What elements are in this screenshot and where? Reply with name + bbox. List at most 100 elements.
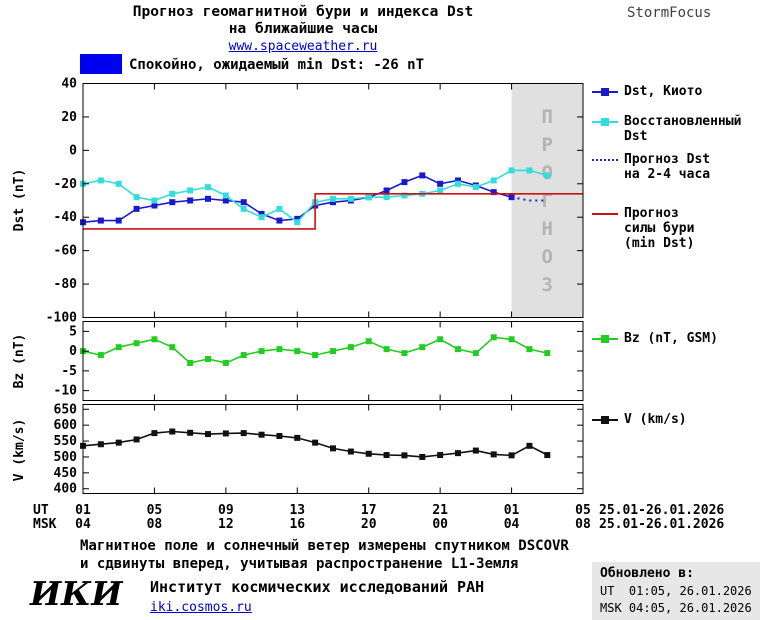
data-point-marker [508, 452, 515, 459]
data-point-marker [365, 450, 372, 457]
data-point-marker [276, 217, 283, 224]
y-tick-label: 650 [54, 402, 78, 417]
legend-entry: V (km/s) [592, 412, 687, 427]
data-point-marker [490, 334, 497, 341]
data-point-marker [419, 344, 426, 351]
legend-label: Прогноз силы бури (min Dst) [624, 206, 695, 251]
page-title-line2: на ближайшие часы [228, 21, 378, 37]
data-point-marker [383, 187, 390, 194]
legend-line-swatch [592, 332, 618, 346]
data-point-marker [383, 452, 390, 459]
data-point-marker [508, 167, 515, 174]
data-point-marker [526, 167, 533, 174]
data-point-marker [508, 336, 515, 343]
data-point-marker [276, 205, 283, 212]
legend-dotted-line-swatch [592, 153, 618, 167]
data-point-marker [401, 179, 408, 186]
data-point-marker [222, 430, 229, 437]
data-point-marker [133, 340, 140, 347]
legend-line-swatch [592, 207, 618, 221]
data-point-marker [365, 338, 372, 345]
data-point-marker [383, 194, 390, 201]
y-tick-label: 550 [54, 434, 78, 449]
data-point-marker [526, 442, 533, 449]
x-tick-msk: 00 [432, 517, 448, 532]
dst-axis-title: Dst (nT) [12, 168, 27, 232]
data-point-marker [169, 199, 176, 206]
legend-entry: Прогноз Dst на 2-4 часа [592, 152, 710, 182]
legend-label: Dst, Киото [624, 84, 703, 99]
forecast-label-letter: Н [542, 218, 553, 240]
data-point-marker [419, 172, 426, 179]
data-point-marker [151, 430, 158, 437]
brand-label: StormFocus [627, 5, 712, 21]
updated-label: Обновлено в: [600, 566, 694, 581]
x-tick-msk: 04 [75, 517, 91, 532]
legend-marker-square [601, 118, 609, 126]
data-point-marker [330, 195, 336, 202]
data-point-marker [115, 344, 122, 351]
data-point-marker [205, 356, 211, 363]
legend-label: Bz (nT, GSM) [624, 331, 718, 346]
data-point-marker [205, 184, 211, 191]
x-tick-msk: 04 [503, 517, 520, 532]
series-line [511, 196, 548, 202]
updated-panel: Обновлено в: UT 01:05, 26.01.2026 MSK 04… [592, 562, 760, 620]
data-point-marker [419, 453, 426, 460]
data-point-marker [258, 214, 265, 221]
iki-site-link[interactable]: iki.cosmos.ru [150, 600, 252, 615]
data-point-marker [133, 436, 140, 443]
data-point-marker [365, 194, 372, 201]
x-tick-msk: 08 [146, 517, 163, 532]
data-point-marker [330, 445, 336, 452]
updated-ut: UT 01:05, 26.01.2026 [600, 584, 752, 598]
data-point-marker [97, 217, 104, 224]
time-axis: UT 01 05 09 13 17 21 01 05 25.01-26.01.2026 MSK 04 0… [0, 503, 760, 535]
data-point-marker [437, 180, 444, 187]
data-point-marker [258, 210, 265, 217]
forecast-label-letter: Р [542, 134, 553, 156]
storm-status-text: Спокойно, ожидаемый min Dst: -26 nT [129, 57, 425, 73]
data-point-marker [330, 348, 336, 355]
legend-line-swatch [592, 413, 618, 427]
data-point-marker [276, 432, 283, 439]
data-point-marker [97, 352, 104, 359]
forecast-label-letter: О [542, 246, 553, 268]
data-source-note-line1: Магнитное поле и солнечный ветер измерен… [80, 538, 569, 554]
data-point-marker [169, 428, 176, 435]
data-point-marker [97, 177, 104, 184]
forecast-label-letter: Г [542, 190, 553, 212]
y-tick-label: -10 [54, 384, 78, 399]
data-point-marker [544, 172, 551, 179]
data-point-marker [240, 205, 247, 212]
data-point-marker [187, 359, 194, 366]
legend-entry: Восстановленный Dst [592, 114, 741, 144]
data-point-marker [115, 180, 122, 187]
data-point-marker [276, 346, 283, 353]
data-point-marker [490, 177, 497, 184]
data-point-marker [401, 452, 408, 459]
data-point-marker [347, 448, 354, 455]
data-point-marker [187, 187, 194, 194]
forecast-label-letter: П [542, 106, 553, 128]
storm-level-swatch [80, 54, 122, 74]
iki-logo: ИКИ [30, 574, 123, 613]
x-tick-msk: 16 [289, 517, 306, 532]
data-point-marker [151, 336, 158, 343]
legend-line-swatch [592, 85, 618, 99]
data-point-marker [205, 195, 211, 202]
data-point-marker [544, 452, 551, 459]
spaceweather-link[interactable]: www.spaceweather.ru [228, 39, 378, 54]
plot-frame [82, 321, 584, 401]
data-point-marker [97, 441, 104, 448]
y-tick-label: 5 [69, 324, 77, 339]
x-tick-ut: 01 [75, 503, 91, 518]
y-tick-label: 450 [54, 466, 78, 481]
data-point-marker [490, 451, 497, 458]
data-source-note-line2: и сдвинуты вперед, учитывая распростране… [80, 556, 519, 572]
data-point-marker [455, 450, 461, 457]
data-point-marker [222, 192, 229, 199]
date-range-ut: 25.01-26.01.2026 [599, 503, 725, 518]
